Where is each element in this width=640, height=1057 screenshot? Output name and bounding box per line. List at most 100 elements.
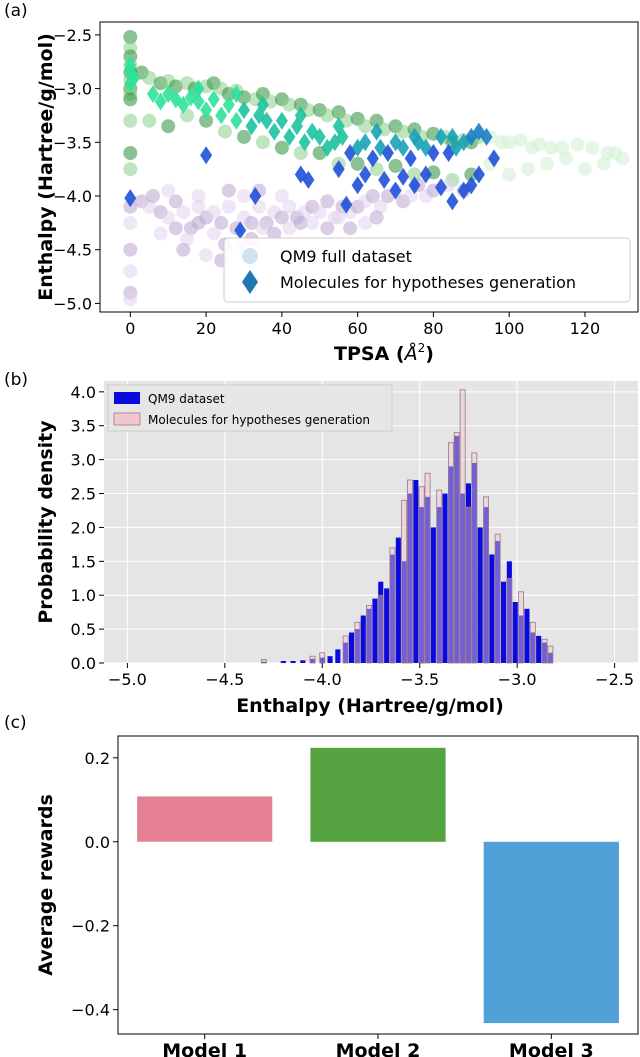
qm9-point xyxy=(123,30,138,44)
qm9-histogram-bar xyxy=(530,632,536,663)
molecule-point xyxy=(404,149,417,168)
qm9-histogram-bar xyxy=(460,493,466,663)
x-tick-label: 120 xyxy=(570,319,601,338)
y-axis-label-b: Probability density xyxy=(35,420,57,624)
qm9-point xyxy=(543,140,558,155)
molecule-point xyxy=(260,111,273,130)
y-tick-label: 3.0 xyxy=(71,451,96,470)
qm9-point xyxy=(153,226,168,241)
molecules-histogram-bar xyxy=(424,472,431,664)
y-tick-label: −3.5 xyxy=(53,133,92,152)
qm9-point xyxy=(176,205,191,220)
qm9-point xyxy=(142,199,157,214)
qm9-histogram-bar xyxy=(261,661,267,663)
molecule-point xyxy=(147,85,159,103)
molecule-point xyxy=(154,92,167,111)
molecule-point xyxy=(435,178,447,197)
y-tick-label: 0.0 xyxy=(85,833,110,852)
y-tick-label: 2.5 xyxy=(71,485,96,504)
molecule-point xyxy=(256,95,269,114)
qm9-point xyxy=(358,119,373,134)
x-ticks-b: −5.0 −4.5 −4.0 −3.5 −3.0 −2.5 xyxy=(108,663,634,689)
x-tick-label: 20 xyxy=(196,319,216,338)
molecule-point xyxy=(370,122,383,141)
y-tick-label: 2.0 xyxy=(71,518,96,537)
qm9-point xyxy=(161,210,176,225)
legend-swatch-qm9 xyxy=(114,392,140,404)
qm9-histogram-bar xyxy=(471,463,477,663)
legend-b: QM9 dataset Molecules for hypotheses gen… xyxy=(107,384,393,432)
molecule-point xyxy=(408,127,421,146)
molecules-histogram-bar xyxy=(342,635,349,664)
molecule-point xyxy=(245,117,258,136)
qm9-histogram-bar xyxy=(430,527,436,663)
qm9-histogram-bar xyxy=(524,608,530,663)
y-tick-label: −0.4 xyxy=(71,1001,110,1020)
y-ticks-b: 0.0 0.5 1.0 1.5 2.0 2.5 3.0 3.5 4.0 xyxy=(71,383,104,673)
molecule-point xyxy=(283,127,296,146)
molecule-point xyxy=(336,127,349,146)
molecule-point xyxy=(465,127,478,146)
molecule-point xyxy=(488,149,500,168)
qm9-point xyxy=(146,189,160,203)
y-tick-label: −4.5 xyxy=(53,241,92,260)
molecule-point xyxy=(294,106,307,125)
qm9-point xyxy=(369,210,384,225)
qm9-point xyxy=(123,113,138,128)
scatter-chart-a: 0 20 40 60 80 100 120 −2.5 −3.0 −3.5 −4.0 −4.5 −5.0… xyxy=(35,21,639,365)
qm9-point xyxy=(161,183,176,198)
x-tick-label: 40 xyxy=(272,319,292,338)
qm9-histogram-bar xyxy=(389,554,395,663)
category-label: Model 2 xyxy=(336,1040,421,1057)
qm9-histogram-bar xyxy=(413,480,419,663)
qm9-point xyxy=(218,124,232,139)
y-ticks-c: 0.2 0.0 −0.2 −0.4 xyxy=(71,749,118,1020)
qm9-histogram-bar xyxy=(401,561,407,663)
molecule-point xyxy=(302,170,315,189)
qm9-point xyxy=(206,205,221,220)
molecule-point xyxy=(366,149,379,168)
legend-label-qm9-full: QM9 full dataset xyxy=(280,247,412,266)
molecule-point xyxy=(215,106,228,125)
qm9-point xyxy=(293,215,308,230)
panel-label-b: (b) xyxy=(4,370,28,390)
qm9-histogram-bar xyxy=(372,598,378,663)
y-tick-label: −3.0 xyxy=(53,80,92,99)
molecules-histogram-bar xyxy=(541,638,548,664)
qm9-point xyxy=(267,226,282,241)
qm9-histogram-bar xyxy=(547,652,553,663)
molecule-point xyxy=(222,95,235,114)
molecule-point xyxy=(389,181,402,200)
molecule-point xyxy=(268,122,281,141)
y-tick-label: 4.0 xyxy=(71,383,96,402)
molecules-histogram-bar xyxy=(453,432,460,664)
qm9-point xyxy=(221,183,236,198)
x-tick-label: −5.0 xyxy=(108,670,147,689)
molecules-histogram-bar xyxy=(418,486,425,664)
y-tick-label: 0.0 xyxy=(71,654,96,673)
qm9-point xyxy=(373,199,388,214)
qm9-point xyxy=(168,221,183,236)
qm9-point xyxy=(123,162,138,177)
qm9-point xyxy=(596,156,611,171)
qm9-point xyxy=(274,210,289,225)
molecule-point xyxy=(238,101,250,120)
qm9-histogram-bar xyxy=(419,507,425,663)
legend-label-molecules: Molecules for hypotheses generation xyxy=(280,273,576,292)
legend-box-b xyxy=(107,384,393,432)
qm9-point xyxy=(244,215,259,230)
legend-box-a xyxy=(223,237,631,303)
x-axis-label-a: TPSA (Å2) xyxy=(334,341,434,365)
molecules-histogram-bar xyxy=(406,479,413,664)
series-molecules-hypotheses-b xyxy=(260,389,554,664)
qm9-histogram-bar xyxy=(536,635,542,663)
qm9-histogram-bar xyxy=(448,466,454,663)
qm9-point xyxy=(407,167,422,182)
x-tick-label: −3.0 xyxy=(498,670,537,689)
qm9-histogram-bar xyxy=(335,649,341,663)
qm9-point xyxy=(282,221,297,236)
qm9-point xyxy=(343,221,358,236)
qm9-histogram-bar xyxy=(454,435,460,663)
molecule-point xyxy=(351,176,364,195)
panel-label-c: (c) xyxy=(4,713,27,733)
